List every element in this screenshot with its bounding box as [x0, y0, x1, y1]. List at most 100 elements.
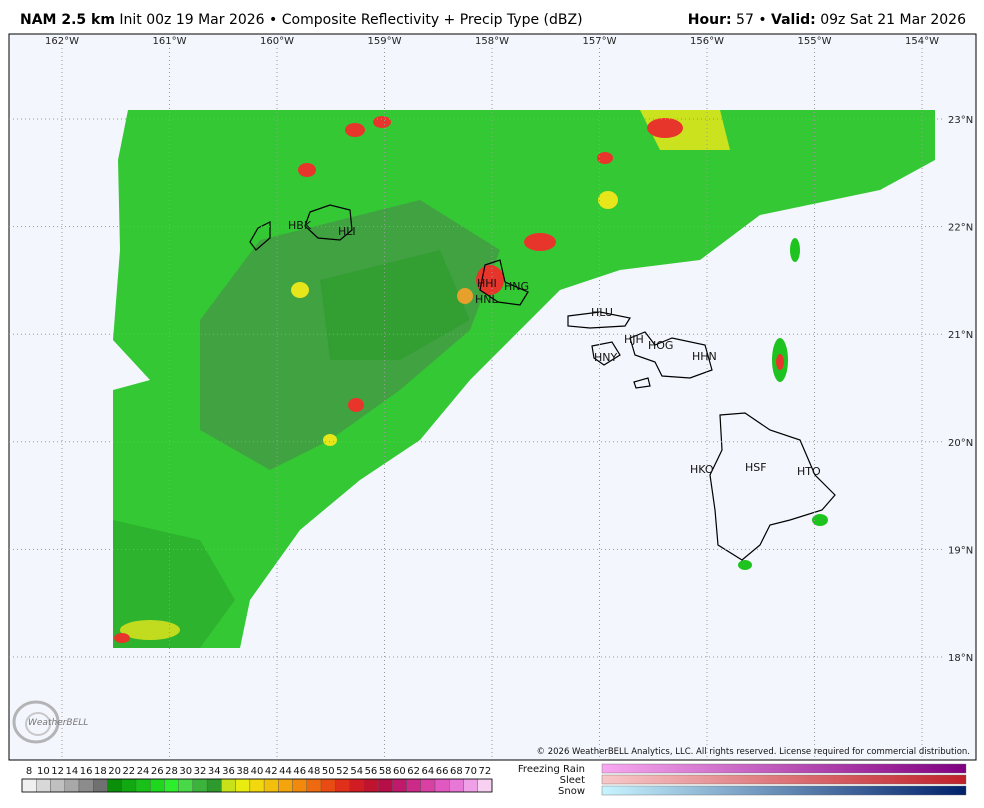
ptype-label: Sleet	[560, 775, 585, 786]
legend-swatch	[107, 778, 122, 793]
hour-label: Hour:	[687, 12, 732, 28]
legend-value: 66	[436, 766, 449, 777]
legend-swatch	[78, 778, 94, 793]
legend-value: 30	[179, 766, 192, 777]
separator: •	[269, 12, 278, 28]
legend-value: 14	[65, 766, 78, 777]
legend-value: 48	[308, 766, 321, 777]
legend-value: 72	[479, 766, 492, 777]
legend-value: 32	[194, 766, 207, 777]
lon-label: 154°W	[905, 36, 939, 47]
legend-swatch	[477, 778, 493, 793]
legend-value: 12	[51, 766, 64, 777]
legend-swatch	[377, 778, 393, 793]
separator: •	[758, 12, 767, 28]
legend-value: 68	[450, 766, 463, 777]
logo: WeatherBELL	[12, 700, 88, 744]
labels: 162°W 161°W 160°W 159°W 158°W 157°W 156°W 155°W…	[45, 36, 973, 664]
legend-swatch	[36, 778, 51, 793]
legend-value: 58	[379, 766, 392, 777]
legend-value: 50	[322, 766, 335, 777]
legend-swatch	[320, 778, 336, 793]
station-label: HJH	[624, 333, 644, 346]
legend-value: 26	[151, 766, 164, 777]
init: Init 00z 19 Mar 2026	[119, 12, 265, 28]
station-label: HSF	[745, 461, 767, 474]
legend-swatch	[349, 778, 365, 793]
legend-value: 10	[37, 766, 50, 777]
legend-swatch	[206, 778, 222, 793]
model: NAM 2.5 km	[20, 12, 115, 28]
valid: 09z Sat 21 Mar 2026	[820, 12, 966, 28]
lat-label: 21°N	[948, 330, 973, 341]
hour: 57	[736, 12, 754, 28]
legend-swatch	[463, 778, 478, 793]
coastlines	[249, 204, 836, 561]
lat-label: 23°N	[948, 115, 973, 126]
ptype-bar	[601, 763, 967, 774]
lon-label: 162°W	[45, 36, 79, 47]
station-label: HNG	[504, 280, 529, 293]
legend-value: 8	[26, 766, 32, 777]
legend-swatch	[64, 778, 80, 793]
station-label: HHN	[692, 350, 717, 363]
lat-label: 19°N	[948, 545, 973, 556]
legend-swatch	[192, 778, 208, 793]
legend-swatch	[221, 778, 236, 793]
legend-value: 28	[165, 766, 178, 777]
legend-value: 22	[122, 766, 135, 777]
station-label: HNL	[475, 293, 499, 306]
legend-swatch	[278, 778, 293, 793]
ptype-label: Freezing Rain	[518, 764, 585, 775]
station-label: HLI	[338, 225, 356, 238]
lon-label: 155°W	[798, 36, 832, 47]
ptype-label: Snow	[558, 786, 585, 797]
legend-swatch	[149, 778, 165, 793]
station-label: HTO	[797, 465, 821, 478]
legend-swatch	[292, 778, 308, 793]
header-left: NAM 2.5 km Init 00z 19 Mar 2026 • Compos…	[20, 12, 583, 28]
legend-swatch	[449, 778, 464, 793]
legend-value: 16	[80, 766, 93, 777]
legend-value: 38	[236, 766, 249, 777]
legend-swatch	[406, 778, 421, 793]
legend-border	[21, 778, 493, 793]
legend: 8 10 12 14 16 18 20 22 24 26 28 30 32 34 36 38 40 42 44 46 4…	[21, 763, 967, 797]
legend-swatch	[93, 778, 108, 793]
legend-swatch	[178, 778, 194, 793]
legend-swatch	[306, 778, 322, 793]
legend-swatch	[235, 778, 251, 793]
lon-label: 161°W	[153, 36, 187, 47]
lat-label: 22°N	[948, 223, 973, 234]
legend-value: 54	[350, 766, 363, 777]
station-label: HBK	[288, 219, 312, 232]
legend-swatch	[363, 778, 379, 793]
legend-swatch	[420, 778, 436, 793]
legend-swatch	[434, 778, 450, 793]
legend-swatch	[50, 778, 65, 793]
legend-swatch	[335, 778, 350, 793]
legend-swatch	[164, 778, 179, 793]
lon-label: 157°W	[583, 36, 617, 47]
valid-label: Valid:	[771, 12, 816, 28]
legend-value: 40	[251, 766, 264, 777]
legend-value: 62	[407, 766, 420, 777]
product: Composite Reflectivity + Precip Type (dB…	[281, 12, 583, 28]
station-label: HNY	[594, 351, 618, 364]
legend-swatch	[121, 778, 137, 793]
lat-label: 18°N	[948, 653, 973, 664]
header-right: Hour: 57 • Valid: 09z Sat 21 Mar 2026	[688, 12, 966, 28]
lon-label: 156°W	[690, 36, 724, 47]
legend-value: 34	[208, 766, 221, 777]
legend-swatch	[135, 778, 151, 793]
legend-value: 46	[293, 766, 306, 777]
legend-swatch	[392, 778, 407, 793]
legend-value: 52	[336, 766, 349, 777]
station-label: HLU	[591, 306, 613, 319]
ptype-bar	[601, 774, 967, 785]
legend-value: 44	[279, 766, 292, 777]
legend-swatch	[263, 778, 279, 793]
legend-value: 60	[393, 766, 406, 777]
lat-label: 20°N	[948, 438, 973, 449]
